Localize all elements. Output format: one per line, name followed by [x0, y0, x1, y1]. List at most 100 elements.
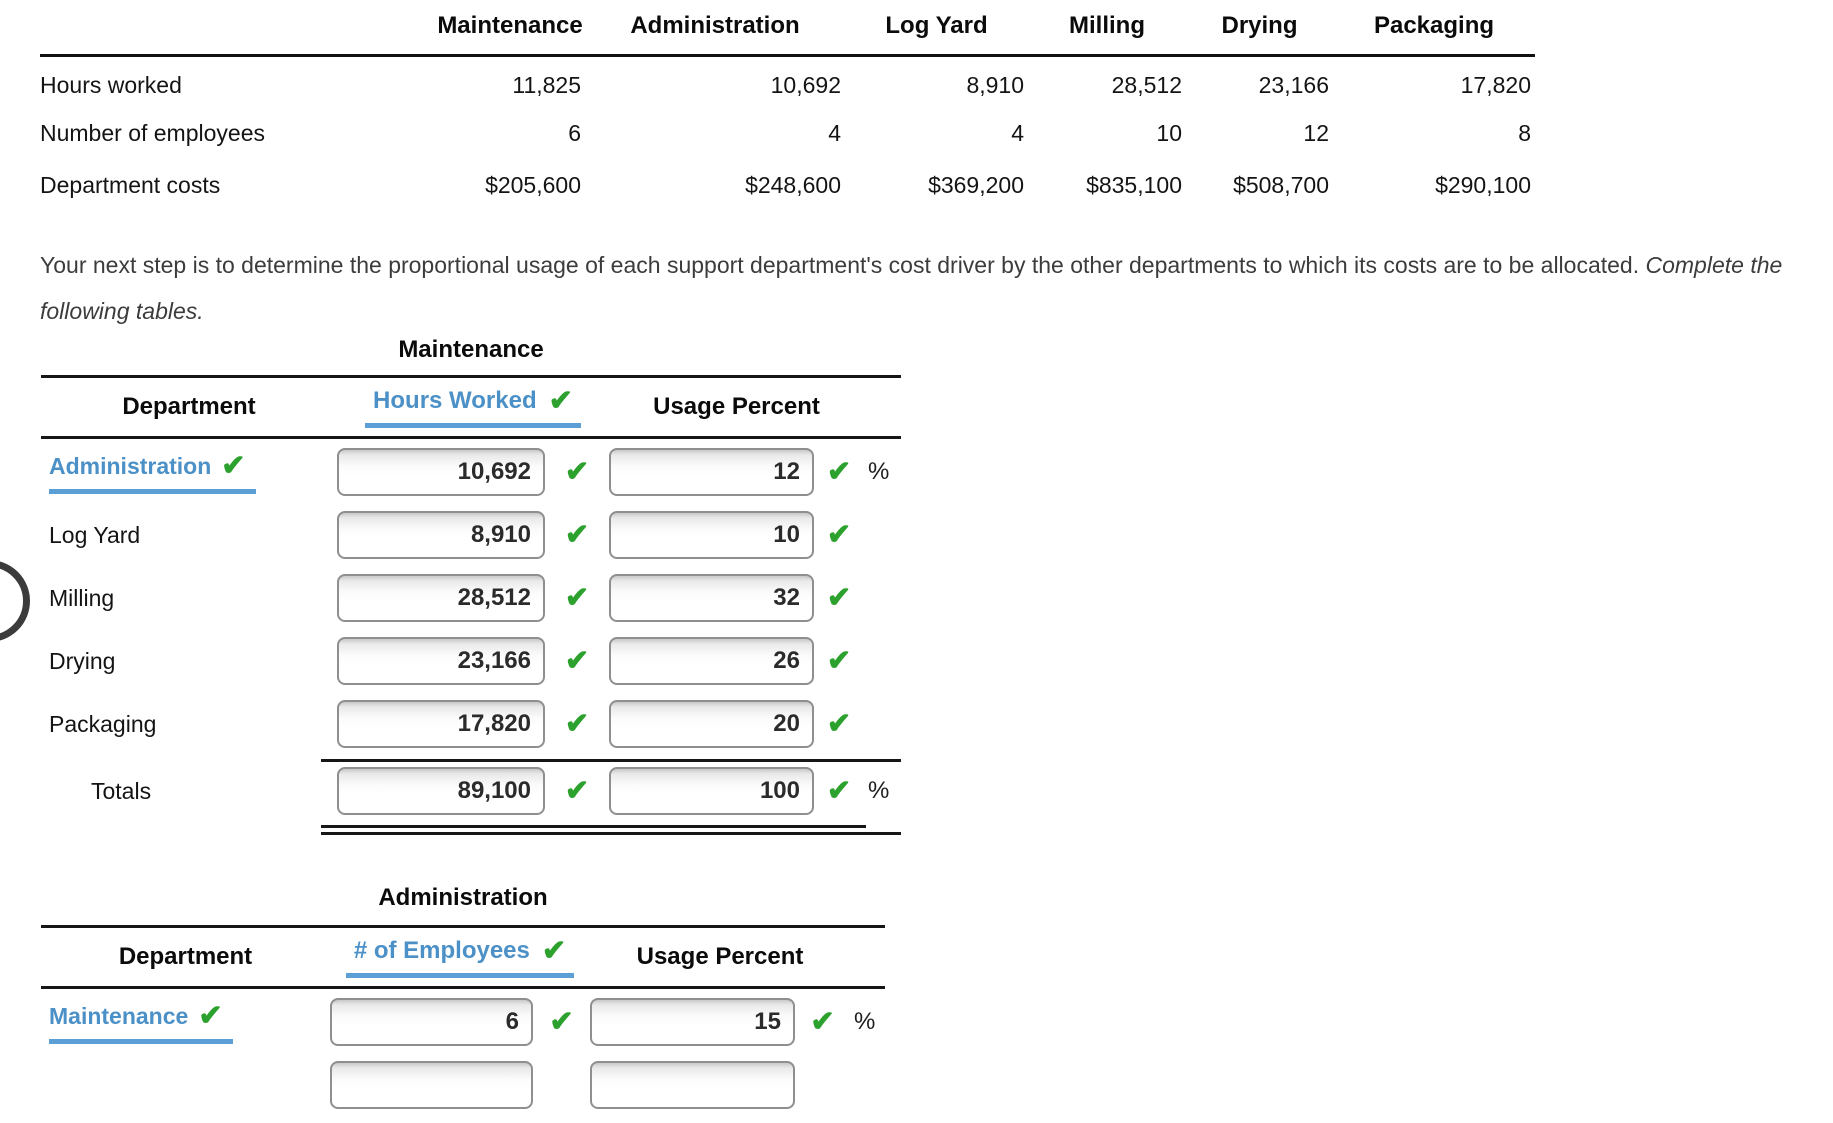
column-header-maintenance: Maintenance [435, 2, 585, 57]
correct-check-icon: ✔ [548, 384, 573, 417]
cell-value: 10 [1156, 120, 1182, 146]
table-row: Hours worked 11,825 10,692 8,910 28,512 … [40, 56, 1535, 108]
cell-value: 23,166 [1258, 72, 1329, 99]
department-dropdown-label: Maintenance [49, 1003, 189, 1029]
usage-percent-input[interactable] [609, 574, 814, 622]
correct-check-icon: ✔ [541, 934, 567, 967]
cell-value: $835,100 [1086, 172, 1182, 198]
department-label: Log Yard [49, 521, 141, 548]
header-usage-percent: Usage Percent [636, 943, 804, 970]
percent-symbol: % [868, 777, 890, 804]
correct-check-icon: ✔ [564, 455, 590, 488]
cell-value: $205,600 [485, 172, 581, 198]
column-header-milling: Milling [1028, 2, 1186, 57]
correct-check-icon: ✔ [564, 518, 590, 551]
header-usage-percent: Usage Percent [653, 393, 820, 420]
driver-value-input[interactable] [330, 1061, 533, 1109]
correct-check-icon: ✔ [564, 644, 590, 677]
cell-value: $369,200 [928, 172, 1024, 198]
correct-check-icon: ✔ [826, 707, 852, 740]
maintenance-table-title: Maintenance [398, 336, 544, 363]
divider [41, 436, 901, 439]
correct-check-icon: ✔ [549, 1005, 574, 1038]
driver-dropdown-answer[interactable]: # of Employees ✔ [345, 934, 575, 978]
totals-driver-input[interactable] [337, 767, 545, 815]
cell-value: 4 [1011, 120, 1024, 146]
cell-value: $248,600 [745, 172, 841, 198]
maintenance-allocation-table: Maintenance Department Hours Worked ✔ Us… [41, 336, 901, 835]
divider [41, 925, 885, 928]
correct-check-icon: ✔ [826, 455, 852, 488]
header-department: Department [118, 943, 253, 970]
totals-double-rule-bottom [321, 832, 901, 835]
totals-double-rule-top [321, 825, 866, 828]
correct-check-icon: ✔ [564, 581, 590, 614]
cell-value: 6 [568, 120, 581, 146]
driver-dropdown-label: Hours Worked [373, 387, 537, 414]
administration-allocation-table: Administration Department # of Employees… [41, 884, 885, 1123]
clipped-circle-icon [0, 560, 30, 642]
driver-dropdown-label: # of Employees [353, 937, 530, 964]
department-label: Milling [49, 584, 115, 611]
allocation-row-drying: Drying ✔ ✔ [41, 636, 901, 686]
instruction-text: Your next step is to determine the propo… [40, 242, 1833, 334]
correct-check-icon: ✔ [826, 581, 852, 614]
allocation-row-partial [41, 1060, 885, 1110]
administration-table-title: Administration [378, 884, 548, 911]
table-row: Number of employees 6 4 4 10 12 8 [40, 108, 1535, 160]
totals-label: Totals [91, 777, 152, 804]
percent-symbol: % [868, 458, 890, 485]
department-summary-table: Maintenance Administration Log Yard Mill… [40, 2, 1535, 212]
driver-value-input[interactable] [337, 511, 545, 559]
header-department: Department [122, 393, 256, 420]
usage-percent-input[interactable] [609, 700, 814, 748]
department-dropdown-answer[interactable]: Maintenance ✔ [49, 1000, 233, 1044]
totals-usage-input[interactable] [609, 767, 814, 815]
usage-percent-input[interactable] [609, 637, 814, 685]
administration-table-header-row: Department # of Employees ✔ Usage Percen… [41, 928, 885, 986]
usage-percent-input[interactable] [609, 448, 814, 496]
column-header-packaging: Packaging [1333, 2, 1535, 57]
correct-check-icon: ✔ [221, 450, 246, 482]
driver-value-input[interactable] [337, 637, 545, 685]
driver-value-input[interactable] [330, 998, 533, 1046]
totals-row: Totals ✔ ✔ % [41, 766, 901, 816]
column-header-drying: Drying [1186, 2, 1333, 57]
allocation-row-administration: Administration ✔ ✔ ✔ % [41, 447, 901, 497]
driver-value-input[interactable] [337, 574, 545, 622]
cell-value: $290,100 [1435, 172, 1531, 198]
summary-header-row: Maintenance Administration Log Yard Mill… [40, 2, 1535, 57]
divider [41, 375, 901, 378]
column-header-administration: Administration [585, 2, 845, 57]
driver-dropdown-answer[interactable]: Hours Worked ✔ [365, 384, 581, 428]
cell-value: 10,692 [770, 72, 841, 99]
department-label: Drying [49, 647, 116, 674]
department-label: Packaging [49, 710, 157, 737]
correct-check-icon: ✔ [810, 1005, 835, 1038]
correct-check-icon: ✔ [826, 644, 852, 677]
correct-check-icon: ✔ [564, 707, 590, 740]
corner-spacer [40, 2, 435, 57]
table-row: Department costs $205,600 $248,600 $369,… [40, 160, 1535, 212]
department-dropdown-answer[interactable]: Administration ✔ [49, 450, 256, 494]
correct-check-icon: ✔ [198, 1000, 223, 1032]
driver-value-input[interactable] [337, 448, 545, 496]
allocation-row-milling: Milling ✔ ✔ [41, 573, 901, 623]
row-label: Hours worked [40, 72, 182, 99]
column-header-log-yard: Log Yard [845, 2, 1028, 57]
allocation-row-packaging: Packaging ✔ ✔ [41, 699, 901, 749]
cell-value: 12 [1303, 120, 1329, 146]
row-label: Department costs [40, 172, 221, 198]
usage-percent-input[interactable] [590, 998, 795, 1046]
correct-check-icon: ✔ [826, 774, 852, 807]
usage-percent-input[interactable] [590, 1061, 795, 1109]
allocation-row-maintenance: Maintenance ✔ ✔ ✔ % [41, 997, 885, 1047]
correct-check-icon: ✔ [826, 518, 852, 551]
driver-value-input[interactable] [337, 700, 545, 748]
totals-divider [321, 759, 901, 762]
cell-value: 8,910 [966, 72, 1024, 99]
percent-symbol: % [854, 1008, 876, 1035]
maintenance-table-header-row: Department Hours Worked ✔ Usage Percent [41, 378, 901, 436]
usage-percent-input[interactable] [609, 511, 814, 559]
correct-check-icon: ✔ [564, 774, 590, 807]
